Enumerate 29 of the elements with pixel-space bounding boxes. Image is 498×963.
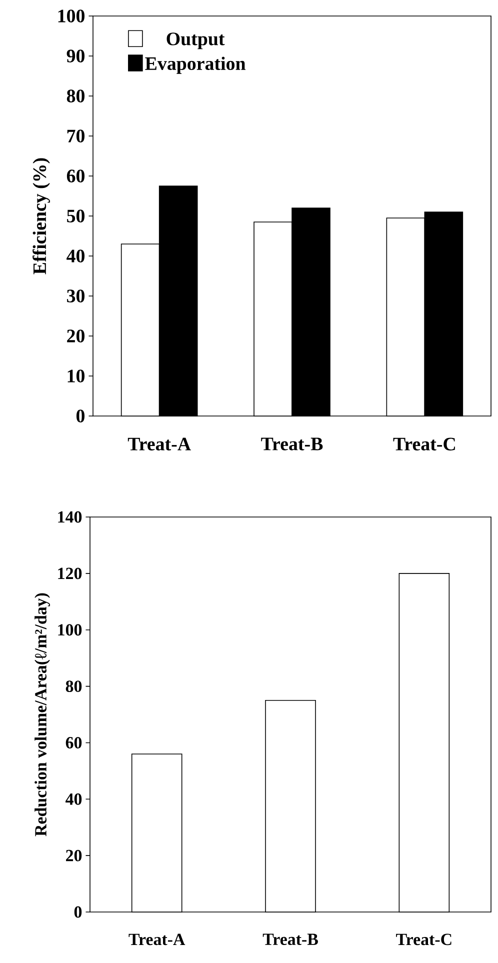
x-tick-label: Treat-B — [261, 438, 323, 450]
y-tick-label: 140 — [58, 511, 82, 523]
legend-label: Output — [166, 32, 225, 50]
x-tick-label: Treat-B — [262, 934, 318, 946]
y-tick-label: 60 — [66, 170, 84, 182]
y-tick-label: 120 — [58, 568, 82, 580]
legend-label: Evaporation — [145, 56, 246, 74]
x-tick-label: Treat-A — [128, 934, 186, 946]
y-axis-title: Efficiency (%) — [32, 158, 50, 274]
y-tick-label: 10 — [68, 370, 84, 382]
y-tick-label: 80 — [66, 90, 84, 102]
x-tick-label: Treat-C — [393, 438, 455, 450]
y-tick-label: 100 — [58, 10, 84, 22]
y-axis-title: Reduction volume/Area(ℓ/m²/day) — [34, 593, 50, 836]
y-tick-label: 20 — [67, 330, 84, 342]
y-tick-label: 50 — [67, 210, 84, 222]
y-tick-label: 100 — [58, 624, 82, 636]
y-tick-label: 40 — [66, 793, 82, 805]
y-tick-label: 90 — [66, 50, 84, 62]
y-tick-label: 30 — [67, 290, 84, 302]
y-tick-label: 60 — [66, 737, 82, 748]
y-tick-label: 20 — [66, 850, 82, 862]
y-tick-label: 0 — [74, 906, 82, 918]
x-tick-label: Treat-C — [396, 934, 452, 946]
y-tick-label: 70 — [67, 130, 84, 142]
y-tick-label: 0 — [76, 410, 84, 422]
y-tick-label: 40 — [66, 250, 84, 262]
y-tick-label: 80 — [66, 680, 82, 692]
x-tick-label: Treat-A — [128, 438, 191, 450]
